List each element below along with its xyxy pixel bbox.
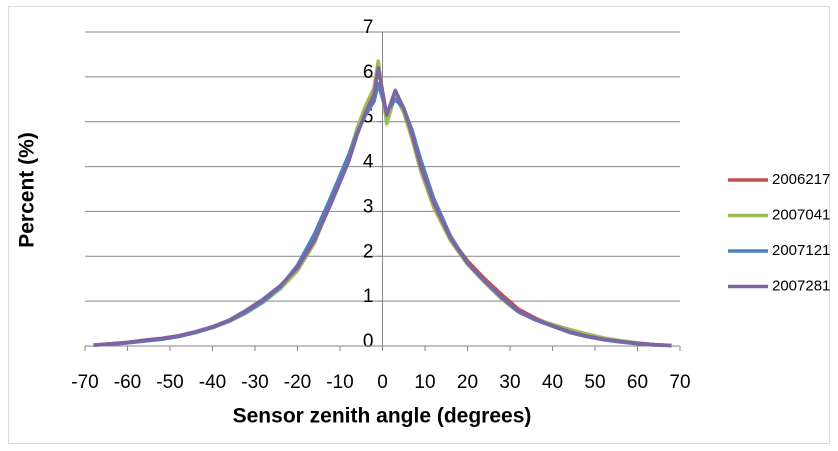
y-tick-label: 4 [363,152,374,173]
y-tick-label: 6 [363,62,374,83]
x-axis-title: Sensor zenith angle (degrees) [233,405,532,428]
y-tick-label: 0 [363,331,374,352]
x-tick-label: 40 [542,372,563,393]
x-tick-label: 0 [377,372,388,393]
x-tick-label: -60 [114,372,141,393]
chart-frame [8,6,830,444]
x-tick-label: -70 [71,372,98,393]
y-tick-label: 7 [363,17,374,38]
legend-label: 2007281 [772,277,830,294]
x-tick-label: 60 [627,372,648,393]
x-tick-label: -10 [326,372,353,393]
x-tick-label: 70 [669,372,690,393]
x-tick-label: 20 [457,372,478,393]
series-line [93,66,672,348]
x-tick-label: -30 [241,372,268,393]
x-tick-label: -50 [156,372,183,393]
x-tick-label: -20 [284,372,311,393]
y-tick-label: 5 [363,107,374,128]
legend-label: 2006217 [772,171,830,188]
x-tick-label: 30 [499,372,520,393]
legend-label: 2007041 [772,206,830,223]
x-tick-label: 50 [584,372,605,393]
y-tick-label: 2 [363,241,374,262]
y-tick-label: 1 [363,286,374,307]
x-tick-label: -40 [199,372,226,393]
y-tick-label: 3 [363,196,374,217]
x-tick-label: 10 [414,372,435,393]
y-axis-title: Percent (%) [16,132,39,248]
legend-label: 2007121 [772,242,830,259]
